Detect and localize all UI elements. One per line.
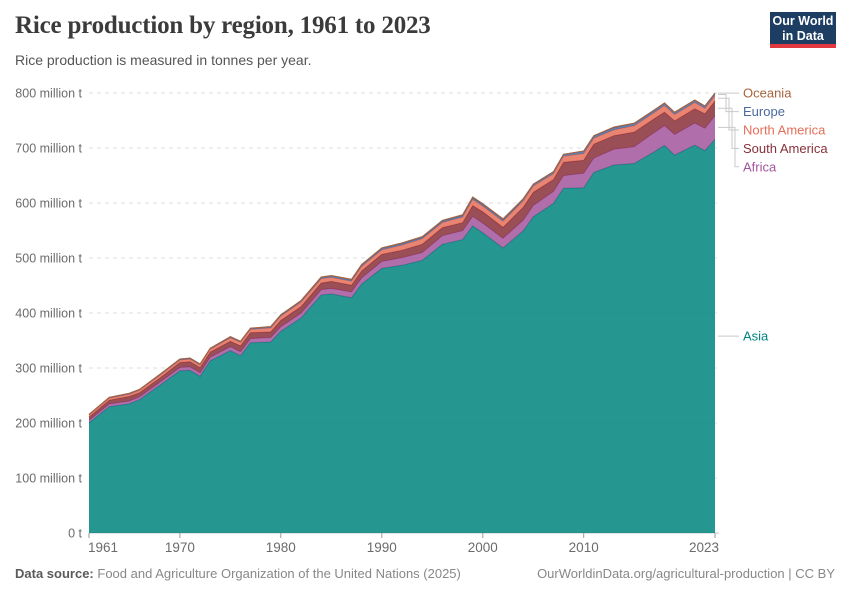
legend-connector-africa [718, 126, 739, 168]
y-axis-label: 600 million t [15, 197, 82, 211]
data-source-text: Food and Agriculture Organization of the… [97, 566, 461, 581]
y-axis-label: 800 million t [15, 87, 82, 101]
citation-link[interactable]: OurWorldinData.org/agricultural-producti… [537, 566, 835, 581]
page-subtitle: Rice production is measured in tonnes pe… [15, 52, 312, 68]
page-footer: Data source: Food and Agriculture Organi… [15, 566, 835, 581]
x-axis-label: 2010 [569, 540, 599, 555]
legend-connector-north-america [718, 97, 739, 131]
y-axis-label: 700 million t [15, 142, 82, 156]
x-axis-label: 1990 [367, 540, 397, 555]
page-title: Rice production by region, 1961 to 2023 [15, 12, 431, 39]
y-axis-label: 100 million t [15, 472, 82, 486]
area-north-america[interactable] [89, 95, 715, 418]
legend-label-oceania[interactable]: Oceania [743, 86, 792, 101]
data-source-note: Data source: Food and Agriculture Organi… [15, 566, 461, 581]
owid-logo[interactable]: Our World in Data [770, 12, 836, 48]
x-axis-label: 2023 [689, 540, 719, 555]
legend-label-europe[interactable]: Europe [743, 104, 785, 119]
y-axis-label: 500 million t [15, 252, 82, 266]
area-africa[interactable] [89, 115, 715, 423]
y-axis-label: 300 million t [15, 362, 82, 376]
area-south-america[interactable] [89, 101, 715, 421]
legend-label-africa[interactable]: Africa [743, 159, 777, 174]
x-axis-label: 2000 [468, 540, 498, 555]
x-axis-label: 1970 [165, 540, 195, 555]
legend-label-asia[interactable]: Asia [743, 329, 769, 344]
owid-logo-line2: in Data [782, 29, 824, 43]
area-asia[interactable] [89, 139, 715, 533]
y-axis-label: 400 million t [15, 307, 82, 321]
y-axis-label: 200 million t [15, 417, 82, 431]
y-axis-label: 0 t [68, 527, 82, 541]
legend-label-north-america[interactable]: North America [743, 122, 826, 137]
data-source-label: Data source: [15, 566, 94, 581]
x-axis-label: 1980 [266, 540, 296, 555]
owid-logo-line1: Our World [772, 14, 834, 28]
legend-label-south-america[interactable]: South America [743, 141, 828, 156]
x-axis-label: 1961 [88, 540, 118, 555]
area-edge-oceania [88, 92, 716, 415]
